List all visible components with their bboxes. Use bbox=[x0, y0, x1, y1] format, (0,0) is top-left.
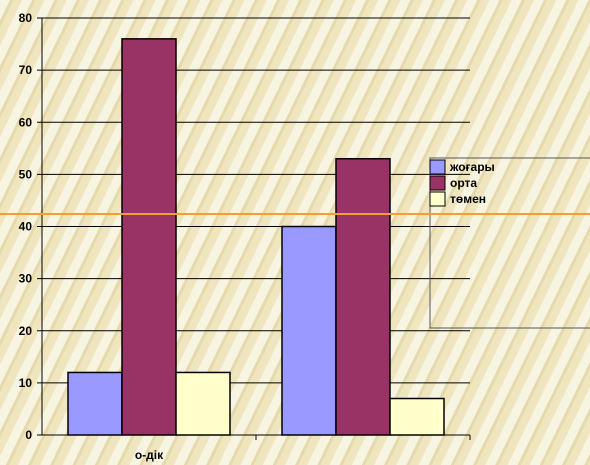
y-axis-ticks: 0 10 20 30 40 50 60 70 80 bbox=[19, 11, 42, 442]
legend-label: төмен bbox=[450, 192, 486, 206]
y-tick-label: 30 bbox=[19, 272, 33, 286]
y-tick-label: 20 bbox=[19, 324, 33, 338]
legend-label: орта bbox=[450, 176, 477, 190]
bars bbox=[67, 38, 445, 436]
legend-frame bbox=[429, 157, 590, 329]
legend: жоғары орта төмен bbox=[429, 157, 590, 329]
gridlines bbox=[42, 17, 470, 384]
legend-swatch bbox=[429, 175, 446, 191]
x-axis-ticks: о-дік bbox=[135, 435, 471, 462]
bar-жоғары bbox=[281, 225, 337, 436]
y-tick-label: 80 bbox=[19, 11, 33, 25]
y-tick-label: 50 bbox=[19, 167, 33, 181]
legend-swatch bbox=[429, 191, 446, 207]
legend-label: жоғары bbox=[449, 160, 495, 174]
y-tick-label: 60 bbox=[19, 115, 33, 129]
y-tick-label: 70 bbox=[19, 63, 33, 77]
legend-swatch bbox=[429, 159, 446, 175]
bar-орта bbox=[121, 38, 177, 436]
bar-жоғары bbox=[67, 371, 123, 436]
x-tick-label: о-дік bbox=[135, 448, 164, 462]
y-tick-label: 40 bbox=[19, 220, 33, 234]
bar-төмен bbox=[175, 371, 231, 436]
bar-төмен bbox=[389, 397, 445, 436]
bar-орта bbox=[335, 157, 391, 436]
y-tick-label: 10 bbox=[19, 376, 33, 390]
y-tick-label: 0 bbox=[25, 428, 32, 442]
